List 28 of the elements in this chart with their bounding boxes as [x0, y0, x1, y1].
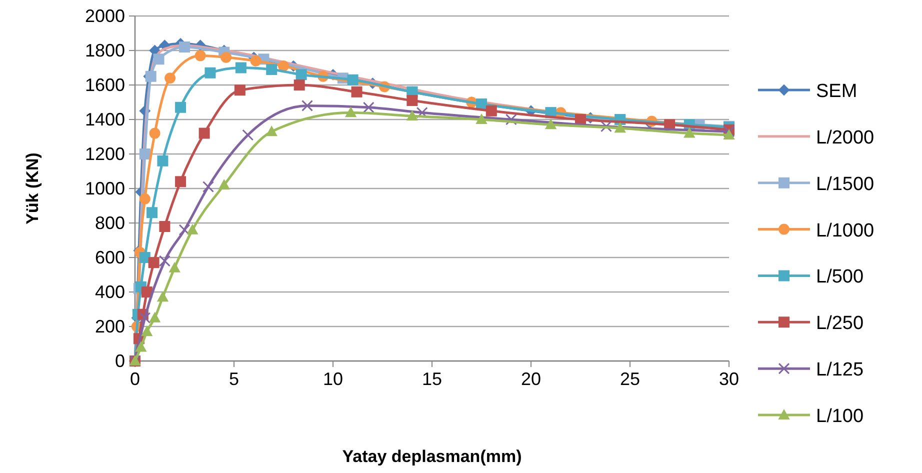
y-tick-label: 1600	[84, 75, 125, 95]
legend-label: L/1000	[816, 220, 874, 242]
legend-label: SEM	[816, 81, 858, 102]
x-tick-label: 15	[422, 369, 442, 389]
y-tick-label: 400	[94, 282, 125, 302]
x-tick-label: 20	[520, 369, 542, 389]
legend-label: L/2000	[816, 127, 874, 148]
y-tick-label: 1800	[84, 40, 125, 60]
legend-label: L/250	[816, 313, 864, 334]
y-tick-label: 1400	[84, 110, 125, 130]
legend-label: L/100	[816, 406, 864, 427]
y-tick-label: 1000	[84, 178, 125, 198]
x-axis-title: Yatay deplasman(mm)	[342, 447, 522, 466]
x-tick-label: 25	[620, 369, 640, 389]
x-tick-label: 5	[228, 369, 240, 389]
y-axis-title: Yük (KN)	[23, 152, 42, 224]
y-tick-label: 2000	[84, 6, 125, 26]
legend-label: L/1500	[816, 174, 874, 195]
x-tick-label: 10	[322, 369, 344, 389]
x-tick-label: 30	[718, 369, 740, 389]
legend-label: L/125	[816, 360, 864, 381]
y-tick-label: 600	[94, 248, 125, 268]
x-tick-label: 0	[130, 369, 140, 389]
y-tick-label: 200	[94, 316, 125, 336]
y-tick-label: 0	[114, 351, 125, 371]
y-tick-label: 800	[94, 213, 125, 233]
y-tick-label: 1200	[84, 144, 125, 164]
legend-label: L/500	[816, 266, 864, 288]
